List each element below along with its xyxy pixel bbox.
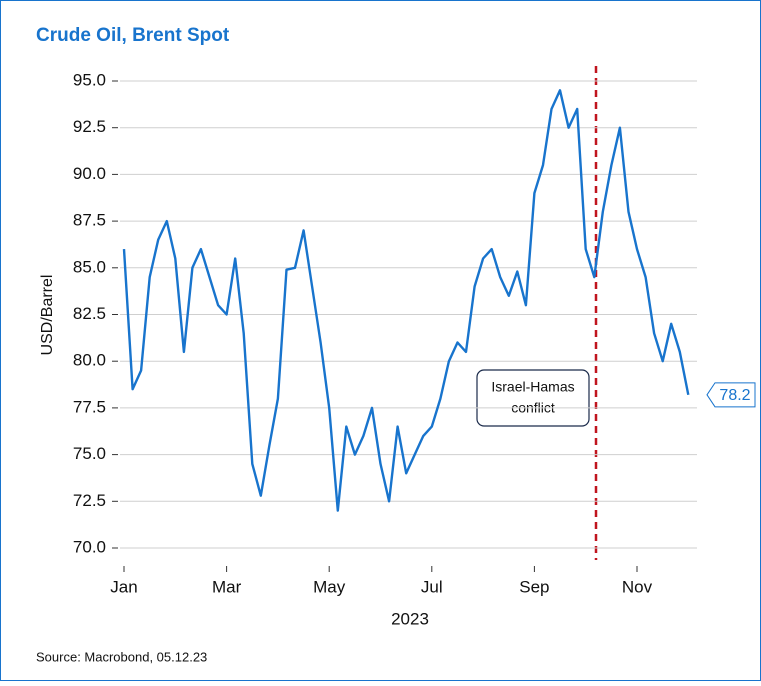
chart-title: Crude Oil, Brent Spot [36,25,230,46]
value-callout [706,382,756,408]
y-axis-label: USD/Barrel [39,275,56,356]
y-tick-label: 90.0 [73,164,106,183]
y-tick-label: 77.5 [73,397,106,416]
x-tick-label: Jul [421,577,443,596]
annotation-box [476,369,590,427]
x-tick-label: Sep [519,577,549,596]
y-tick-label: 85.0 [73,257,106,276]
y-tick-label: 87.5 [73,211,106,230]
y-tick-label: 82.5 [73,304,106,323]
source: Source: Macrobond, 05.12.23 [36,649,207,664]
x-tick-label: Mar [212,577,242,596]
y-tick-label: 92.5 [73,117,106,136]
x-tick-label: May [313,577,346,596]
line-series [122,89,690,512]
x-axis-label: 2023 [391,609,429,628]
y-tick-label: 70.0 [73,537,106,556]
y-tick-label: 95.0 [73,70,106,89]
y-tick-label: 80.0 [73,351,106,370]
x-tick-label: Jan [110,577,137,596]
y-tick-label: 75.0 [73,444,106,463]
x-tick-label: Nov [622,577,653,596]
annotation-text: Israel-Hamas [491,379,574,395]
y-tick-label: 72.5 [73,491,106,510]
value-label: 78.2 [719,387,750,404]
